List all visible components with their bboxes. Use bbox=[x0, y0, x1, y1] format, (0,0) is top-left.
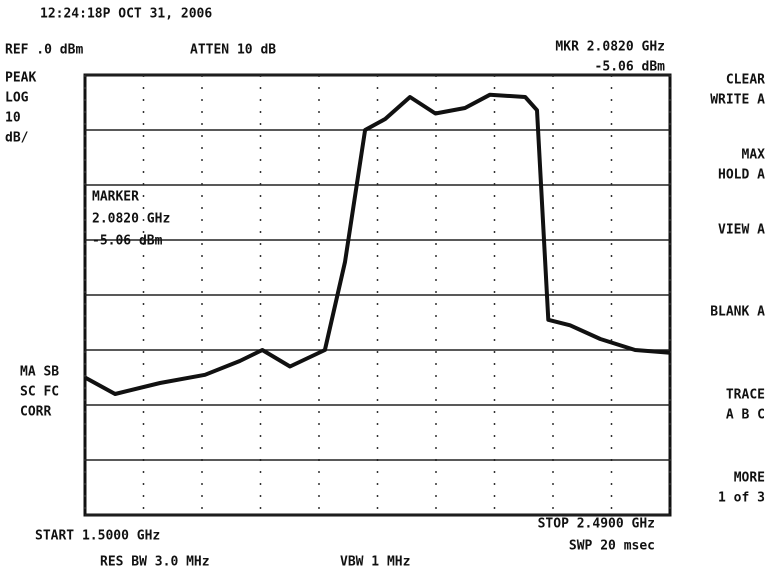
label: WRITE A bbox=[710, 93, 765, 108]
label: MORE bbox=[734, 471, 765, 486]
label: MKR 2.0820 GHz bbox=[555, 40, 665, 55]
label: MARKER bbox=[92, 190, 139, 205]
label: dB/ bbox=[5, 131, 29, 146]
label: CORR bbox=[20, 405, 51, 420]
label: 2.0820 GHz bbox=[92, 212, 170, 227]
label: SWP 20 msec bbox=[569, 539, 655, 554]
label: CLEAR bbox=[726, 73, 765, 88]
label: -5.06 dBm bbox=[92, 234, 163, 249]
label: STOP 2.4900 GHz bbox=[538, 517, 655, 532]
label: MAX bbox=[742, 148, 766, 163]
label: BLANK A bbox=[710, 305, 765, 320]
label: VBW 1 MHz bbox=[340, 555, 410, 570]
label: A B C bbox=[726, 408, 765, 423]
label: HOLD A bbox=[718, 168, 765, 183]
label: RES BW 3.0 MHz bbox=[100, 555, 210, 570]
label: -5.06 dBm bbox=[595, 60, 666, 75]
analyzer-screen: 12:24:18P OCT 31, 2006 REF .0 dBm ATTEN 10… bbox=[0, 0, 767, 576]
label: 12:24:18P OCT 31, 2006 bbox=[40, 7, 212, 22]
label: PEAK bbox=[5, 71, 36, 86]
label: 1 of 3 bbox=[718, 491, 765, 506]
label: REF .0 dBm bbox=[5, 43, 83, 58]
label: SC FC bbox=[20, 385, 59, 400]
label: 10 bbox=[5, 111, 21, 126]
label: START 1.5000 GHz bbox=[35, 529, 160, 544]
label: ATTEN 10 dB bbox=[190, 43, 276, 58]
label: MA SB bbox=[20, 365, 59, 380]
label: LOG bbox=[5, 91, 29, 106]
label: VIEW A bbox=[718, 223, 765, 238]
label: TRACE bbox=[726, 388, 765, 403]
